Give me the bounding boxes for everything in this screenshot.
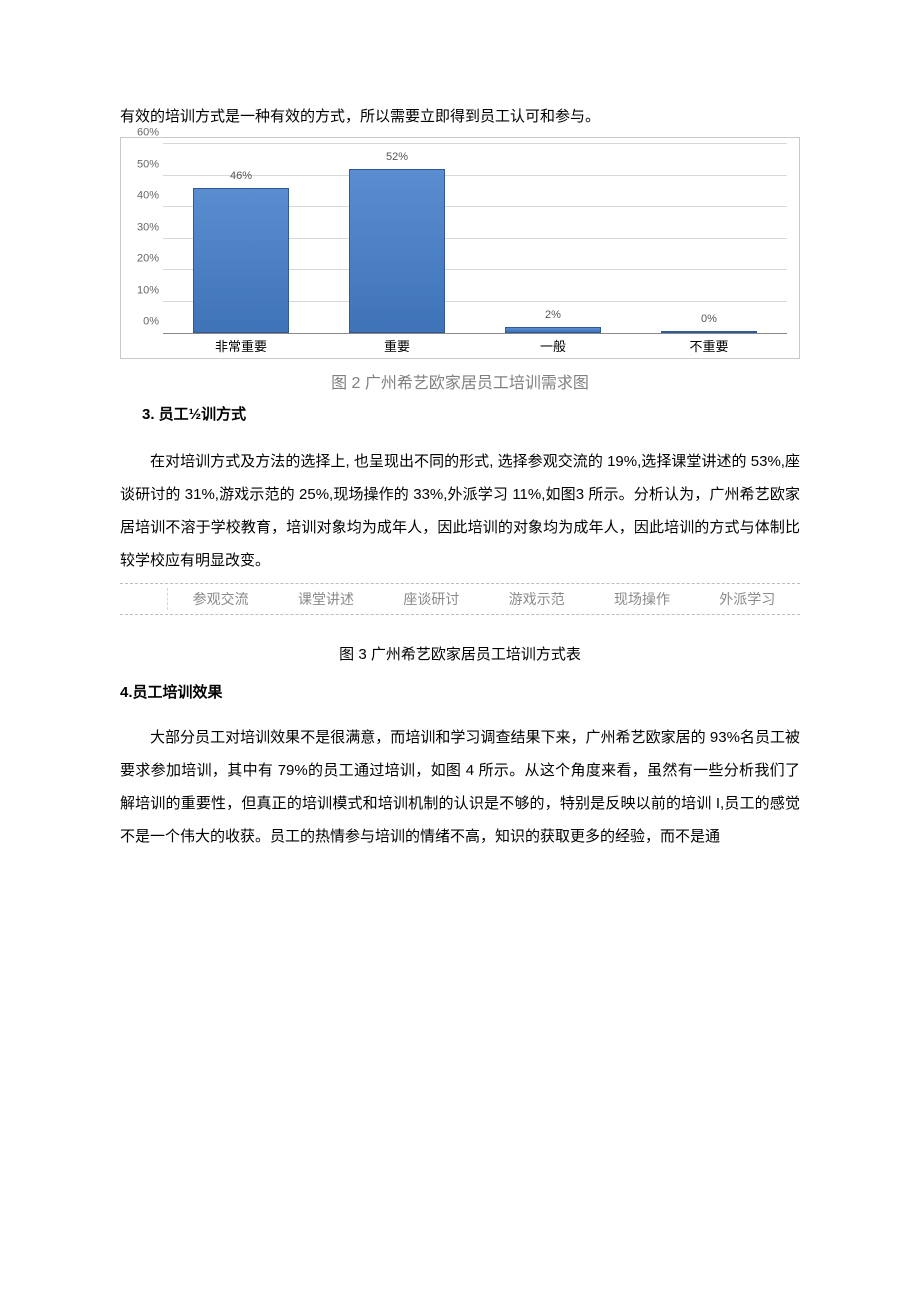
chart-x-labels: 非常重要重要一般不重要: [163, 334, 787, 356]
table-row-gutter: [120, 588, 168, 610]
section4-heading: 4.员工培训效果: [120, 681, 800, 705]
chart-bar: 46%: [193, 188, 290, 333]
chart-ytick-label: 0%: [125, 317, 159, 328]
chart2-caption: 图 2 广州希艺欧家居员工培训需求图: [120, 371, 800, 397]
chart-bar-slot: 0%: [631, 144, 787, 333]
chart-x-label: 重要: [319, 334, 475, 356]
chart-bar-slot: 2%: [475, 144, 631, 333]
chart-ytick-label: 30%: [125, 222, 159, 233]
chart-bars-row: 46% 52% 2% 0%: [163, 144, 787, 333]
chart-x-label: 不重要: [631, 334, 787, 356]
chart-bar: 2%: [505, 327, 602, 333]
fig3-caption: 图 3 广州希艺欧家居员工培训方式表: [120, 643, 800, 667]
chart-ytick-label: 60%: [125, 128, 159, 139]
chart-bar: 0%: [661, 331, 758, 333]
table-column-header: 现场操作: [589, 588, 694, 610]
chart-ytick-label: 10%: [125, 285, 159, 296]
chart-ytick-label: 40%: [125, 191, 159, 202]
chart-ytick-label: 50%: [125, 159, 159, 170]
table-column-header: 游戏示范: [484, 588, 589, 610]
table-column-header: 外派学习: [695, 588, 800, 610]
chart-x-label: 一般: [475, 334, 631, 356]
table-column-header: 参观交流: [168, 588, 273, 610]
section3-heading: 3. 员工½训方式: [142, 403, 800, 427]
chart-bar-slot: 52%: [319, 144, 475, 333]
chart-x-label: 非常重要: [163, 334, 319, 356]
chart-bar-value-label: 2%: [545, 310, 561, 321]
chart-bar: 52%: [349, 169, 446, 333]
intro-paragraph: 有效的培训方式是一种有效的方式，所以需要立即得到员工认可和参与。: [120, 100, 800, 133]
chart-plot-area: 0%10%20%30%40%50%60%46%52%2%0%: [163, 144, 787, 334]
chart-bar-slot: 46%: [163, 144, 319, 333]
chart-ytick-label: 20%: [125, 254, 159, 265]
table-training-methods: 参观交流课堂讲述座谈研讨游戏示范现场操作外派学习: [120, 583, 800, 615]
section4-paragraph: 大部分员工对培训效果不是很满意，而培训和学习调查结果下来，广州希艺欧家居的 93…: [120, 721, 800, 853]
table-column-header: 课堂讲述: [273, 588, 378, 610]
chart-training-demand: 0%10%20%30%40%50%60%46%52%2%0% 非常重要重要一般不…: [120, 137, 800, 359]
section3-paragraph: 在对培训方式及方法的选择上, 也呈现出不同的形式, 选择参观交流的 19%,选择…: [120, 445, 800, 577]
chart-bar-value-label: 52%: [386, 152, 408, 163]
chart-bar-value-label: 0%: [701, 314, 717, 325]
table-column-header: 座谈研讨: [379, 588, 484, 610]
chart-bar-value-label: 46%: [230, 171, 252, 182]
